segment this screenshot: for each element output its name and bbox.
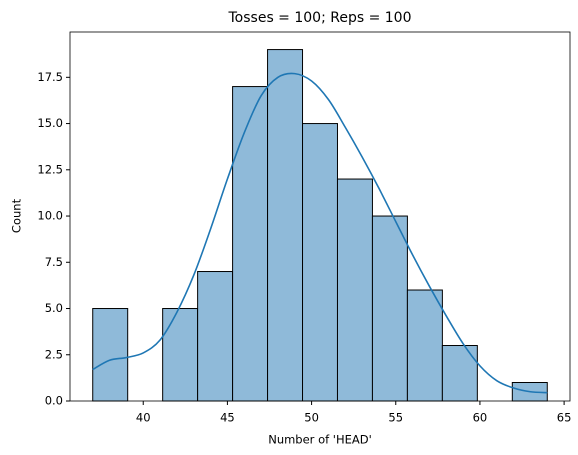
x-axis-label: Number of 'HEAD': [268, 433, 372, 447]
x-tick-label: 45: [220, 411, 235, 425]
kde-line: [92, 72, 548, 394]
y-tick-label: 12.5: [37, 162, 63, 176]
y-axis-label: Count: [10, 198, 24, 233]
y-tick-label: 5.0: [45, 301, 63, 315]
x-tick-label: 50: [304, 411, 319, 425]
bar: [92, 308, 129, 402]
x-tick-label: 60: [473, 411, 488, 425]
bar: [302, 123, 338, 402]
y-tick-label: 7.5: [45, 255, 63, 269]
y-tick-label: 0.0: [45, 394, 63, 408]
y-tick-label: 15.0: [37, 116, 63, 130]
x-tick-label: 40: [136, 411, 151, 425]
bar: [336, 178, 373, 402]
bar: [162, 308, 199, 402]
y-tick-label: 10.0: [37, 209, 63, 223]
x-tick-label: 65: [557, 411, 572, 425]
bar: [232, 86, 269, 402]
x-tick-label: 55: [388, 411, 403, 425]
chart-title: Tosses = 100; Reps = 100: [228, 10, 412, 26]
y-tick-label: 2.5: [45, 347, 63, 361]
bar: [371, 215, 408, 402]
bar: [406, 289, 443, 402]
bar: [197, 271, 234, 402]
y-tick-label: 17.5: [37, 70, 63, 84]
bar: [267, 49, 304, 402]
bar: [441, 345, 478, 402]
